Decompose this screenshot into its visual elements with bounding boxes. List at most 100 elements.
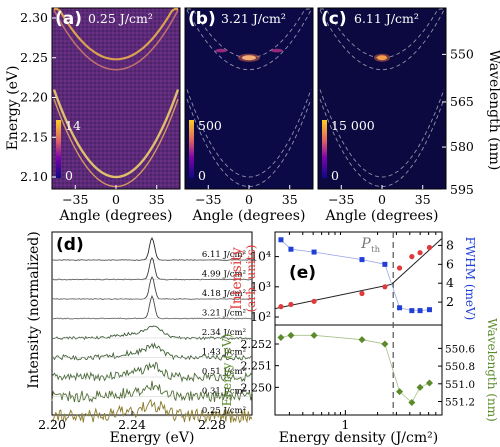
energy-point <box>277 334 285 341</box>
trace-label: 6.11 J/cm² <box>202 250 246 260</box>
dispersion-branch <box>52 89 180 179</box>
y-tick-label: 10³ <box>250 279 271 294</box>
side-lobe <box>215 48 227 53</box>
fwhm-point <box>417 308 423 314</box>
fwhm-point <box>359 257 365 263</box>
x-tick-label: 0 <box>245 192 253 207</box>
y2-tick-label: 551.2 <box>445 396 475 408</box>
colorbar <box>322 120 327 178</box>
x-tick-label: −35 <box>195 192 221 207</box>
panel-letter: (e) <box>289 263 316 283</box>
intensity-point <box>396 265 403 271</box>
y-tick-label: 2.251 <box>241 360 273 373</box>
fluence-label: 0.25 J/cm² <box>88 11 153 26</box>
y2-tick-label: 550 <box>450 46 474 61</box>
y2-tick-label: 580 <box>450 139 474 154</box>
colorbar-min-label: 0 <box>331 168 339 183</box>
energy-point <box>425 379 433 387</box>
fluence-label: 3.21 J/cm² <box>221 11 286 26</box>
y-tick-label: 2.252 <box>241 338 273 351</box>
colorbar-max-label: 14 <box>65 118 81 133</box>
fwhm-point <box>426 307 432 313</box>
x-tick-label: 0 <box>378 192 386 207</box>
x-tick-label: 35 <box>149 192 165 207</box>
x-tick-label: −35 <box>328 192 354 207</box>
dispersion-branch <box>319 9 445 71</box>
dispersion-branch <box>319 89 445 178</box>
dispersion-branch <box>187 8 311 59</box>
panel-letter: (d) <box>56 235 84 255</box>
panel-letter: (b) <box>188 9 216 29</box>
y2-tick-label: 8 <box>446 237 454 252</box>
condensate-glow <box>238 53 260 62</box>
y-tick-label: 2.250 <box>241 381 273 394</box>
trace-label: 0.25 J/cm² <box>202 406 246 416</box>
panel-background <box>51 7 181 190</box>
x-tick-label: −35 <box>62 192 88 207</box>
panel-letter: (c) <box>321 9 347 29</box>
y2-tick-label: 550.8 <box>445 361 475 373</box>
y-tick-label: 10⁴ <box>250 249 271 264</box>
condensate-glow <box>374 53 390 62</box>
x-tick-label: 2.28 <box>198 417 226 432</box>
panel-d-xlabel: Energy (eV) <box>110 430 195 446</box>
x-axis-label: Angle (degrees) <box>192 208 306 224</box>
top-y2label: Wavelength (nm) <box>486 50 500 171</box>
intensity-point <box>417 250 423 256</box>
fwhm-point <box>382 261 388 267</box>
fwhm-point <box>288 246 294 252</box>
energy-point <box>310 331 318 339</box>
intensity-point <box>288 301 294 308</box>
y-tick-label: 2.30 <box>20 10 48 25</box>
upper-y2label: FWHM (meV) <box>463 237 477 321</box>
threshold-subscript: th <box>371 245 380 255</box>
fluence-label: 6.11 J/cm² <box>354 11 419 26</box>
fwhm-point <box>278 237 284 243</box>
spectrum-trace <box>51 342 253 361</box>
dispersion-branch <box>186 89 312 178</box>
spectrum-trace <box>51 398 253 424</box>
spectrum-trace <box>51 380 253 403</box>
y-tick-label: 2.15 <box>20 129 48 144</box>
colorbar-min-label: 0 <box>198 168 206 183</box>
x-axis-label: Angle (degrees) <box>59 208 173 224</box>
y2-tick-label: 2 <box>446 294 454 309</box>
y2-tick-label: 6 <box>446 256 454 271</box>
upper-ylabel-2: (arb. units) <box>244 245 258 313</box>
y-tick-label: 2.10 <box>20 169 48 184</box>
x-tick-label: 35 <box>415 192 431 207</box>
panel-d-frame <box>51 231 253 416</box>
x-tick-label: 2.24 <box>118 417 146 432</box>
colorbar <box>56 120 61 178</box>
dispersion-branch <box>53 9 179 71</box>
colorbar-max-label: 15 000 <box>331 118 375 133</box>
spectrum-trace <box>51 325 253 341</box>
panel-background <box>184 7 314 190</box>
fit-line-above <box>391 238 443 285</box>
panel-letter: (a) <box>55 9 82 29</box>
fit-line-below <box>274 283 392 310</box>
intensity-point <box>359 290 365 297</box>
dispersion-branch <box>186 9 312 71</box>
trace-label: 3.21 J/cm² <box>202 309 246 319</box>
x-tick-label: 1 <box>341 417 349 432</box>
energy-point <box>408 399 416 406</box>
panel-d-ylabel: Intensity (normalized) <box>26 231 42 388</box>
trace-label: 0.51 J/cm² <box>202 367 246 377</box>
trace-label: 4.99 J/cm² <box>202 270 246 280</box>
y2-tick-label: 595 <box>450 182 474 197</box>
x-tick-label: 35 <box>282 192 298 207</box>
panel-background <box>317 7 447 190</box>
upper-ylabel-1: Intensity <box>229 247 245 310</box>
lower-y2label: Wavelength (nm) <box>485 318 499 422</box>
y2-tick-label: 551.0 <box>445 379 475 391</box>
x-tick-label: 0 <box>112 192 120 207</box>
top-ylabel: Energy (eV) <box>5 66 21 151</box>
colorbar-min-label: 0 <box>65 168 73 183</box>
colorbar <box>189 120 194 178</box>
panel-e-lower-frame <box>274 324 443 416</box>
